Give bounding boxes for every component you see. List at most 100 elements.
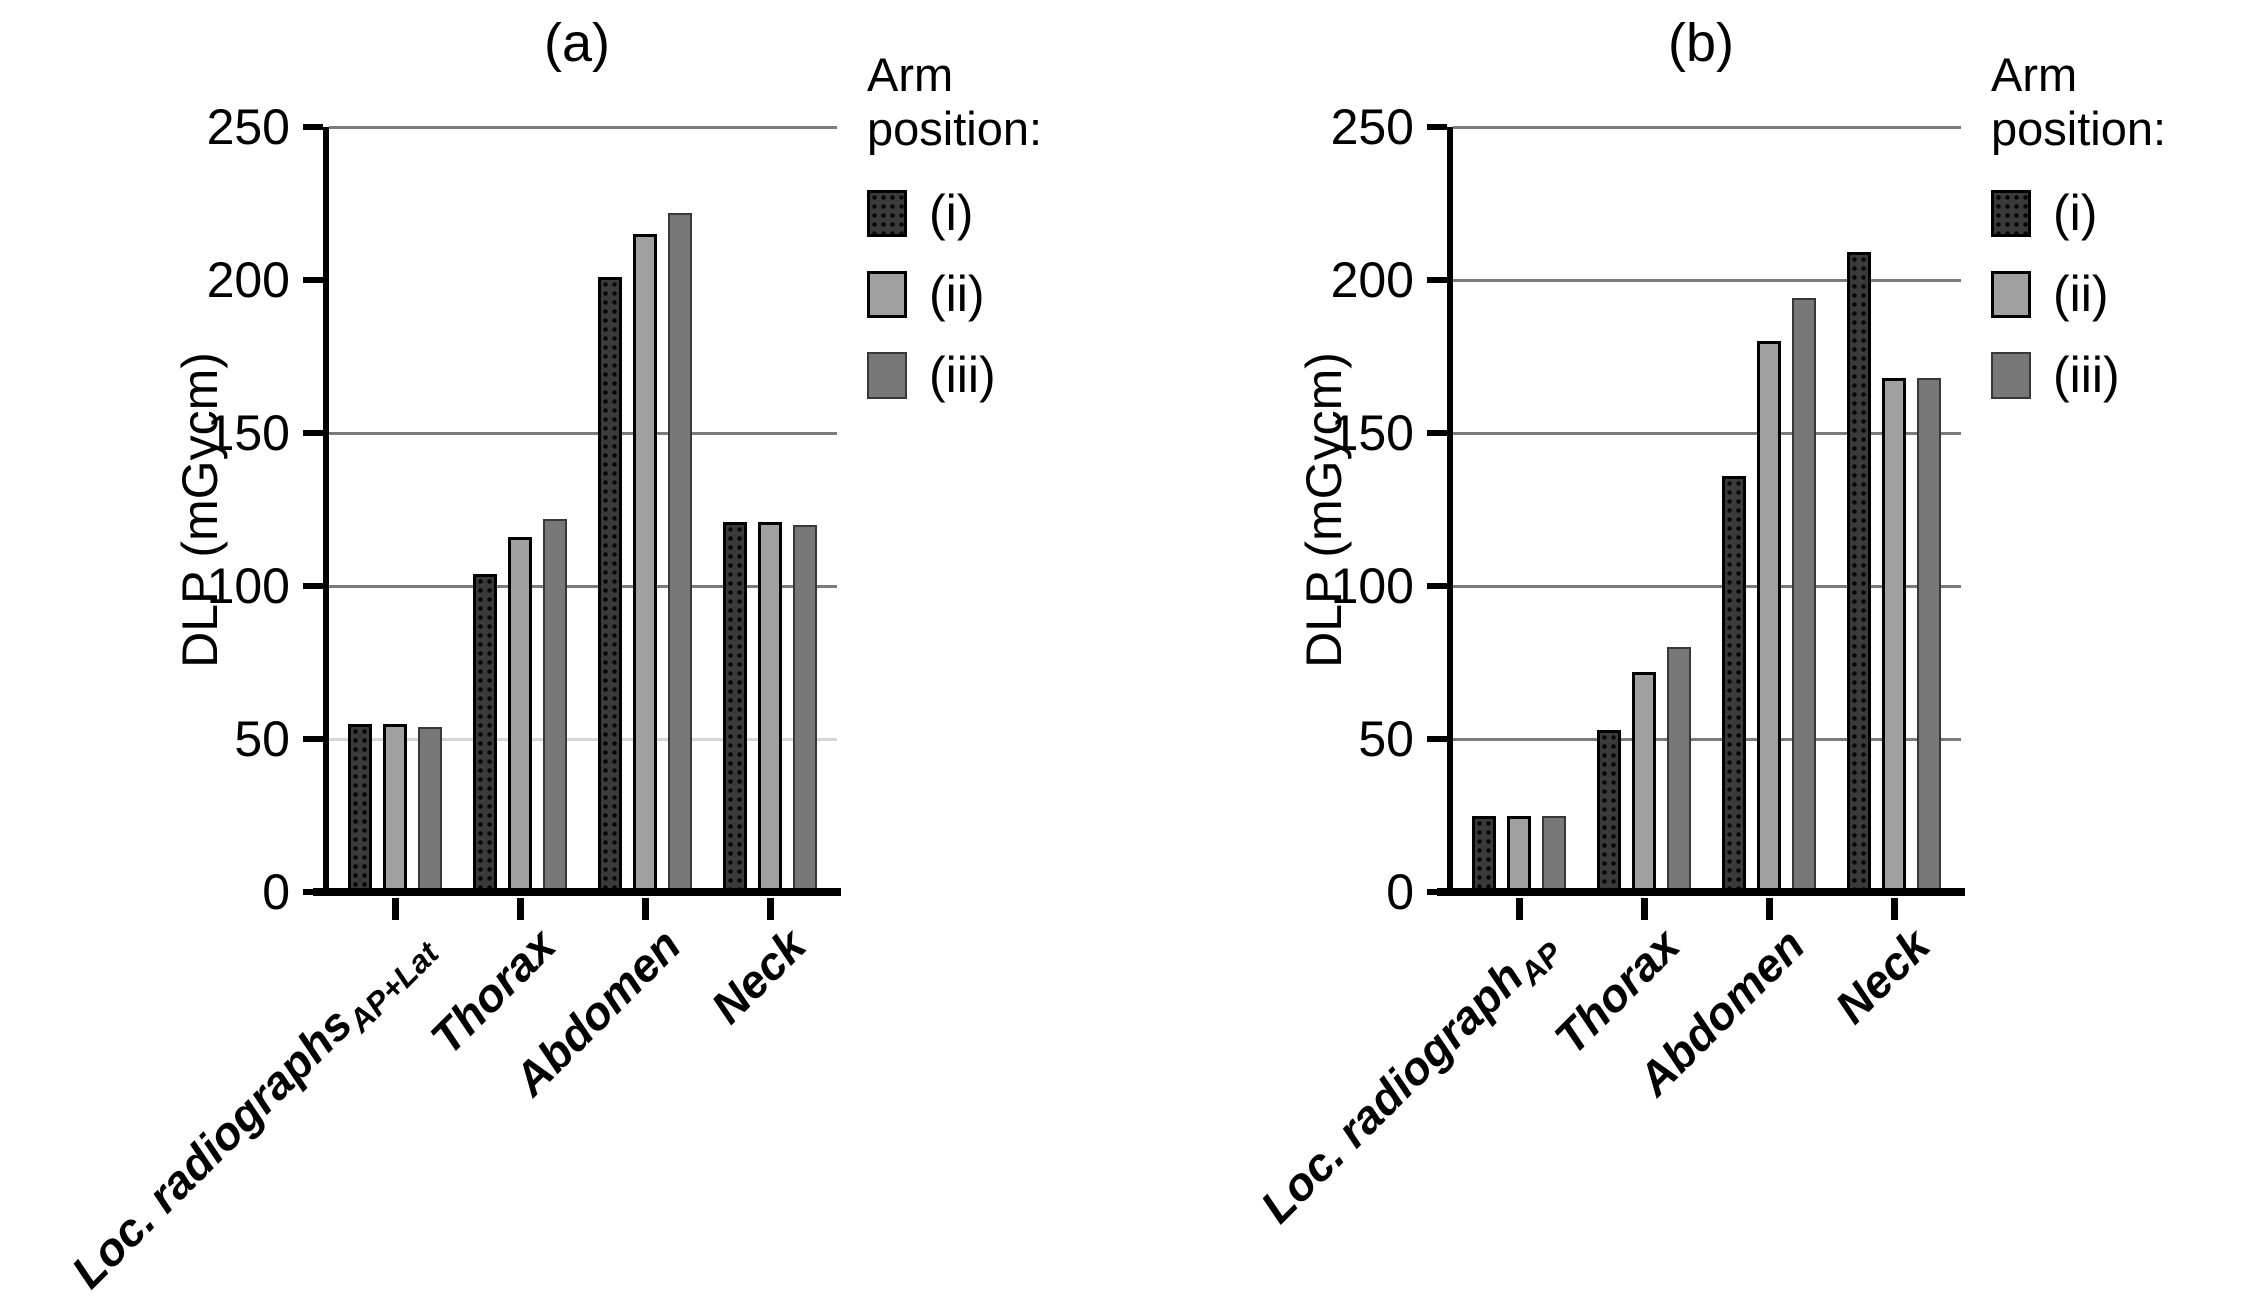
x-tick-3	[1891, 898, 1898, 920]
y-tick-label: 150	[1330, 405, 1414, 461]
bar-neck-i	[723, 521, 747, 892]
gridline-100	[329, 585, 837, 588]
category-text: Loc. radiographs	[61, 997, 362, 1298]
bar-thorax-iii	[543, 518, 567, 892]
category-text: Neck	[700, 918, 816, 1034]
y-tick-250	[303, 124, 323, 130]
bar-thorax-i	[473, 573, 497, 892]
gridline-250	[1453, 126, 1961, 129]
y-axis-label: DLP (mGycm)	[1296, 352, 1352, 668]
chart-panel-a: (a) DLP (mGycm) Loc. radiographsAP+Lat T…	[61, 13, 1124, 1304]
legend-title: Arm position:	[1991, 48, 2167, 155]
y-tick-label: 150	[206, 405, 290, 461]
y-tick-label: 0	[262, 864, 290, 920]
legend-item: (iii)	[867, 346, 1124, 404]
legend-swatch-dark-dotted	[867, 189, 907, 237]
legend-label: (iii)	[2053, 347, 2120, 403]
legend-label: (ii)	[929, 266, 985, 322]
legend-swatch-dark-dotted	[1991, 189, 2031, 237]
category-label: Neck	[1824, 918, 1945, 1039]
legend-label: (i)	[929, 185, 974, 241]
bar-abdomen-ii	[1757, 341, 1781, 892]
bar-neck-iii	[1917, 377, 1941, 892]
x-tick-0	[1516, 898, 1523, 920]
y-tick-50	[1427, 736, 1447, 742]
gridline-250	[329, 126, 837, 129]
bar-loc-radiographs-iii	[418, 726, 442, 892]
bar-neck-i	[1847, 252, 1871, 892]
bar-thorax-ii	[508, 537, 532, 892]
x-tick-1	[517, 898, 524, 920]
bar-neck-iii	[793, 524, 817, 892]
bar-loc-radiograph-i	[1472, 815, 1496, 892]
gridline-150	[329, 432, 837, 435]
bar-neck-ii	[758, 521, 782, 892]
bar-abdomen-i	[598, 276, 622, 892]
y-tick-100	[1427, 583, 1447, 589]
y-tick-150	[1427, 430, 1447, 436]
y-tick-label: 50	[1358, 711, 1414, 767]
bar-loc-radiograph-iii	[1542, 815, 1566, 892]
y-tick-label: 0	[1386, 864, 1414, 920]
legend-title: Arm position:	[867, 48, 1043, 155]
y-tick-200	[1427, 277, 1447, 283]
legend-swatch-mid-gray	[1991, 351, 2031, 399]
legend: Arm position: (i) (ii) (iii)	[867, 48, 1124, 427]
y-tick-50	[303, 736, 323, 742]
legend-item: (ii)	[1991, 265, 2248, 323]
plot-area	[1427, 124, 1965, 920]
bar-thorax-i	[1597, 729, 1621, 892]
bar-abdomen-i	[1722, 475, 1746, 892]
bar-thorax-iii	[1667, 647, 1691, 892]
y-tick-200	[303, 277, 323, 283]
x-tick-3	[767, 898, 774, 920]
legend-label: (ii)	[2053, 266, 2109, 322]
chart-title: (a)	[544, 13, 610, 73]
bar-loc-radiographs-i	[348, 723, 372, 892]
legend-label: (iii)	[929, 347, 996, 403]
y-tick-100	[303, 583, 323, 589]
x-tick-2	[1766, 898, 1773, 920]
category-text: Loc. radiograph	[1250, 950, 1534, 1233]
y-tick-label: 250	[1330, 99, 1414, 155]
chart-title: (b)	[1668, 13, 1734, 73]
legend-item: (ii)	[867, 265, 1124, 323]
legend-item: (i)	[867, 184, 1124, 242]
y-tick-label: 100	[1330, 558, 1414, 614]
y-tick-label: 50	[234, 711, 290, 767]
gridline-50	[329, 738, 837, 741]
x-tick-1	[1641, 898, 1648, 920]
legend-label: (i)	[2053, 185, 2098, 241]
category-label: Loc. radiographAP	[1250, 918, 1570, 1238]
y-tick-250	[1427, 124, 1447, 130]
bar-loc-radiographs-ii	[383, 723, 407, 892]
plot-area	[303, 124, 841, 920]
legend-swatch-light-gray	[1991, 270, 2031, 318]
gridline-200	[1453, 279, 1961, 282]
bar-thorax-ii	[1632, 671, 1656, 892]
x-axis-line	[1437, 888, 1965, 896]
category-label: Loc. radiographsAP+Lat	[61, 918, 447, 1304]
x-tick-0	[392, 898, 399, 920]
bar-abdomen-iii	[668, 212, 692, 892]
y-tick-label: 100	[206, 558, 290, 614]
bar-abdomen-ii	[633, 234, 657, 892]
y-tick-label: 250	[206, 99, 290, 155]
category-label: Neck	[700, 918, 821, 1039]
category-text: Neck	[1824, 918, 1940, 1034]
legend-swatch-mid-gray	[867, 351, 907, 399]
bar-neck-ii	[1882, 377, 1906, 892]
y-tick-label: 200	[206, 252, 290, 308]
y-tick-150	[303, 430, 323, 436]
bar-abdomen-iii	[1792, 298, 1816, 892]
gridline-150	[1453, 432, 1961, 435]
gridline-50	[1453, 738, 1961, 741]
legend-swatch-light-gray	[867, 270, 907, 318]
bar-loc-radiograph-ii	[1507, 815, 1531, 892]
x-tick-2	[642, 898, 649, 920]
gridline-100	[1453, 585, 1961, 588]
y-tick-label: 200	[1330, 252, 1414, 308]
chart-panel-b: (b) DLP (mGycm) Loc. radiographAP Thorax…	[1124, 0, 2248, 1306]
legend: Arm position: (i) (ii) (iii)	[1991, 48, 2248, 427]
